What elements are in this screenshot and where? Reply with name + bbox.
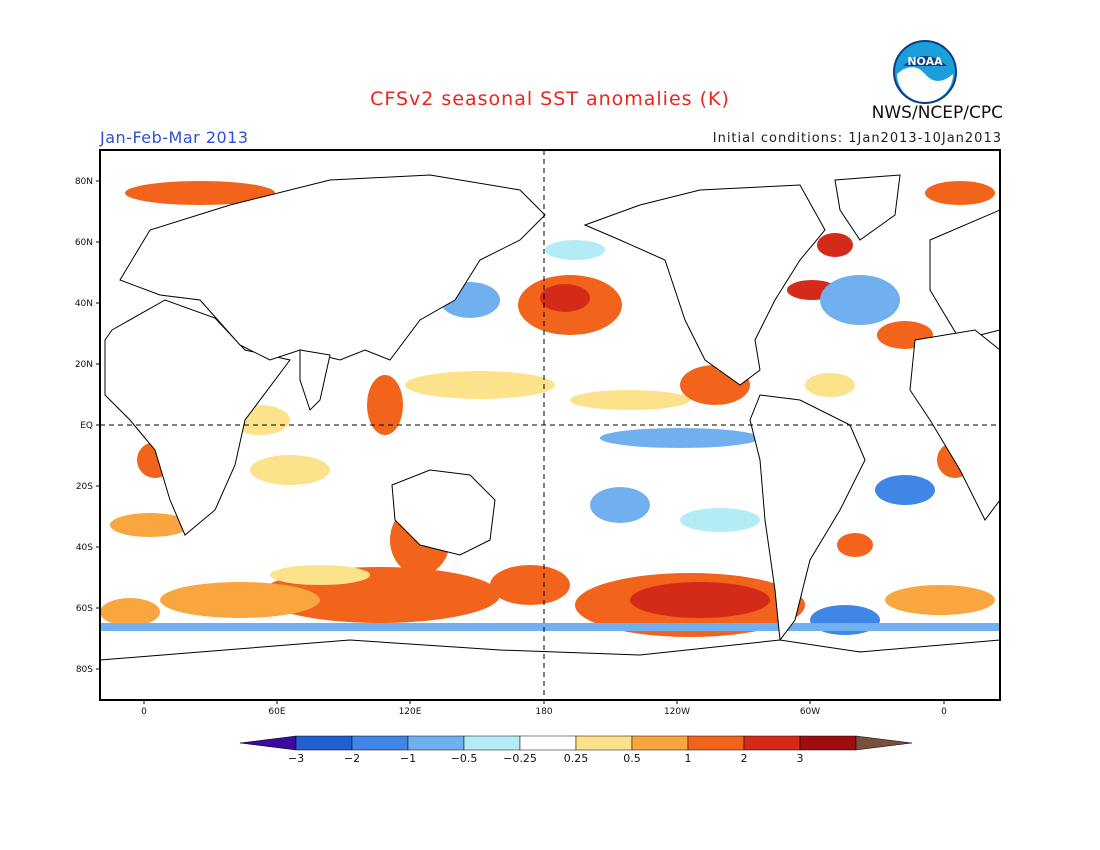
colorbar-segment	[799, 735, 857, 751]
landmasses	[100, 174, 1000, 700]
land-eurasia	[119, 174, 546, 361]
lat-label-40n: 40N	[75, 299, 93, 309]
lat-label-80s: 80S	[76, 665, 93, 675]
colorbar-label: −0.25	[503, 752, 537, 765]
anomaly-cool-equatorial-pacific	[600, 428, 760, 448]
colorbar-segment	[463, 735, 521, 751]
colorbar-end-low	[239, 735, 297, 751]
colorbar-segment	[351, 735, 409, 751]
anomaly-warm-arctic	[125, 181, 275, 205]
lon-label-180: 180	[535, 707, 552, 717]
colorbar-label: −3	[288, 752, 304, 765]
logo-text: NOAA	[907, 55, 943, 68]
anomaly-cool-north-atlantic	[820, 275, 900, 325]
noaa-logo: NOAA	[893, 40, 957, 104]
colorbar-segment	[519, 735, 577, 751]
land-australia	[391, 469, 496, 556]
initial-conditions-label: Initial conditions: 1Jan2013-10Jan2013	[712, 131, 1002, 146]
colorbar-label: 2	[741, 752, 748, 765]
colorbar-label: 1	[685, 752, 692, 765]
lat-label-20n: 20N	[75, 360, 93, 370]
lat-label-20s: 20S	[76, 482, 93, 492]
season-label: Jan-Feb-Mar 2013	[100, 128, 249, 147]
lon-label-60w: 60W	[800, 707, 820, 717]
colorbar-label: −1	[400, 752, 416, 765]
lat-labels: 80N 60N 40N 20N EQ 20S 40S 60S 80S	[75, 177, 93, 675]
lat-label-60n: 60N	[75, 238, 93, 248]
lon-ticks	[143, 700, 945, 704]
colorbar-segment	[295, 735, 353, 751]
colorbar-segment	[631, 735, 689, 751]
anomaly-moderate-southern-west	[160, 582, 320, 618]
colorbar-segment	[687, 735, 745, 751]
anomaly-cool-antarctic-margin	[100, 623, 1000, 631]
lon-label-0: 0	[141, 707, 147, 717]
lat-label-40s: 40S	[76, 543, 93, 553]
lon-label-120w: 120W	[664, 707, 690, 717]
colorbar-label: 0.25	[564, 752, 589, 765]
colorbar-label: 0.5	[623, 752, 641, 765]
lon-label-120e: 120E	[399, 707, 422, 717]
lon-labels: 0 60E 120E 180 120W 60W 0	[141, 707, 947, 717]
lon-label-0-east: 0	[941, 707, 947, 717]
agency-label: NWS/NCEP/CPC	[871, 103, 1003, 123]
land-north-america	[583, 184, 826, 386]
colorbar-segment	[575, 735, 633, 751]
anomaly-cool-south-atlantic	[875, 475, 935, 505]
colorbar-label: 3	[797, 752, 804, 765]
colorbar: −3 −2 −1 −0.5 −0.25 0.25 0.5 1 2 3	[239, 735, 913, 765]
colorbar-end-high	[855, 735, 913, 751]
land-greenland	[834, 174, 901, 241]
land-antarctica	[100, 639, 1000, 700]
lat-ticks	[96, 180, 100, 670]
lat-label-60s: 60S	[76, 604, 93, 614]
lon-label-60e: 60E	[268, 707, 285, 717]
lat-label-80n: 80N	[75, 177, 93, 187]
anomaly-strong-south-pacific	[630, 582, 770, 618]
map-title: CFSv2 seasonal SST anomalies (K)	[370, 88, 730, 110]
colorbar-segment	[407, 735, 465, 751]
land-india	[299, 349, 331, 411]
colorbar-label: −2	[344, 752, 360, 765]
anomaly-warm-maritime	[367, 375, 403, 435]
colorbar-label: −0.5	[451, 752, 478, 765]
lat-label-eq: EQ	[80, 421, 93, 431]
colorbar-segment	[743, 735, 801, 751]
